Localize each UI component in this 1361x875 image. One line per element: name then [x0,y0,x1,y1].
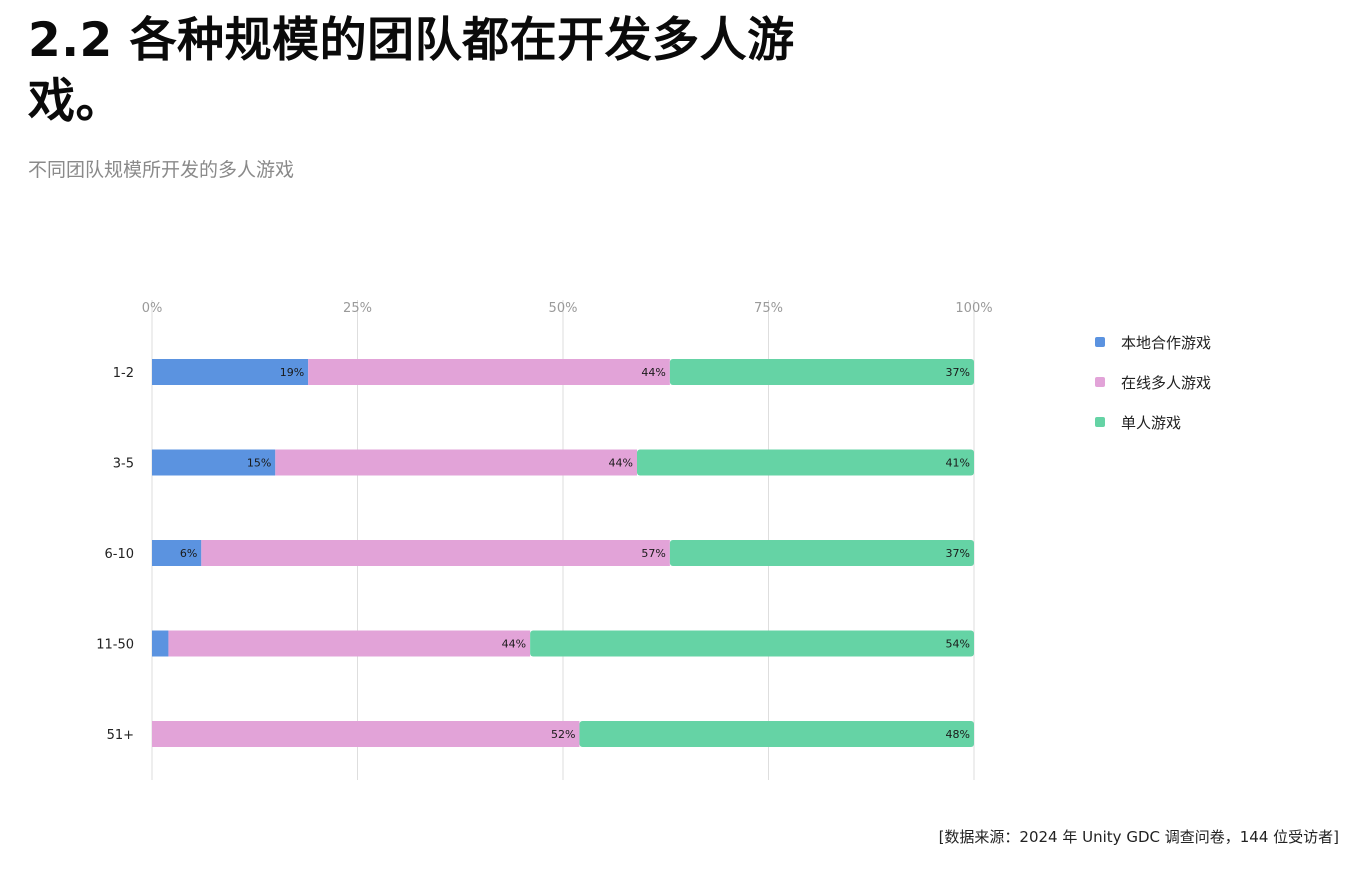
legend-label: 单人游戏 [1121,413,1182,432]
bar-segment [275,449,637,476]
bar-value-label: 44% [502,638,526,651]
bar-segment [579,721,974,747]
chart-subtitle: 不同团队规模所开发的多人游戏 [28,159,295,181]
chart-legend: 本地合作游戏 在线多人游戏 单人游戏 [1095,322,1211,442]
page-title: 2.2 各种规模的团队都在开发多人游戏。 [28,13,795,129]
bar-segment [669,359,974,385]
bar-value-label: 15% [247,457,271,470]
x-tick-label: 75% [754,301,783,316]
data-source-note: [数据来源：2024 年 Unity GDC 调查问卷，144 位受访者] [938,828,1339,846]
category-label: 1-2 [113,366,134,381]
bar-segment [152,359,309,385]
bar-segment [530,630,974,657]
bar-value-label: 37% [946,547,970,560]
bar-value-label: 54% [946,638,970,651]
bar-segment [152,630,169,657]
bar-segment [152,721,580,747]
bar-segment [152,540,202,566]
bar-value-label: 6% [180,547,197,560]
bar-segment [636,449,974,476]
category-label: 3-5 [113,457,134,472]
legend-item: 单人游戏 [1095,402,1211,442]
bar-value-label: 57% [641,547,665,560]
stacked-bar-chart: 0% 25% 50% 75% 100% 1-2 19% 44% 37% 3-5 15% 44% 41% 6… [96,300,993,780]
category-label: 11-50 [96,638,134,653]
bar-value-label: 19% [280,366,304,379]
x-tick-label: 0% [142,301,163,316]
bar-segment [168,630,531,657]
bar-value-label: 48% [946,728,970,741]
bar-segment [152,449,276,476]
legend-swatch [1095,337,1105,347]
x-tick-label: 25% [343,301,372,316]
bar-segment [308,359,670,385]
legend-label: 在线多人游戏 [1121,373,1212,392]
bar-value-label: 52% [551,728,575,741]
x-tick-label: 50% [549,301,578,316]
legend-item: 在线多人游戏 [1095,362,1211,402]
category-label: 6-10 [104,547,134,562]
bar-value-label: 44% [609,457,633,470]
legend-label: 本地合作游戏 [1121,333,1212,352]
bar-value-label: 44% [641,366,665,379]
legend-item: 本地合作游戏 [1095,322,1211,362]
bar-value-label: 37% [946,366,970,379]
bar-segment [669,540,974,566]
bar-segment [201,540,670,566]
x-tick-label: 100% [955,301,992,316]
legend-swatch [1095,417,1105,427]
bar-value-label: 41% [946,457,970,470]
legend-swatch [1095,377,1105,387]
category-label: 51+ [107,728,134,743]
